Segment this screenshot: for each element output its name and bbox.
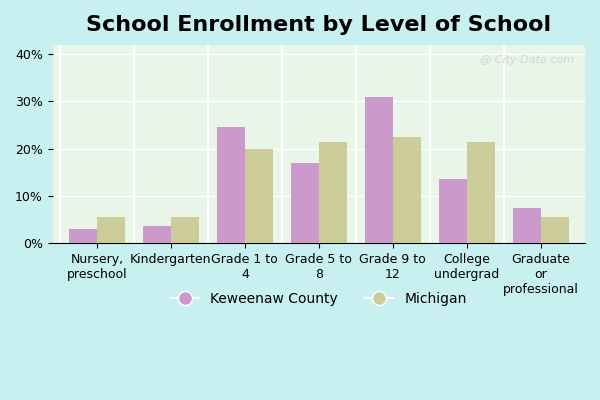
Bar	[319, 142, 347, 243]
Bar	[97, 217, 125, 243]
Bar	[69, 229, 97, 243]
Bar	[365, 97, 393, 243]
Bar	[290, 163, 319, 243]
Bar	[143, 226, 171, 243]
Title: School Enrollment by Level of School: School Enrollment by Level of School	[86, 15, 551, 35]
Bar	[541, 217, 569, 243]
Bar	[245, 149, 273, 243]
Bar	[171, 217, 199, 243]
Legend: Keweenaw County, Michigan: Keweenaw County, Michigan	[166, 286, 472, 311]
Bar	[217, 127, 245, 243]
Bar	[439, 179, 467, 243]
Bar	[393, 137, 421, 243]
Text: @ City-Data.com: @ City-Data.com	[480, 55, 574, 65]
Bar	[467, 142, 495, 243]
Bar	[512, 208, 541, 243]
